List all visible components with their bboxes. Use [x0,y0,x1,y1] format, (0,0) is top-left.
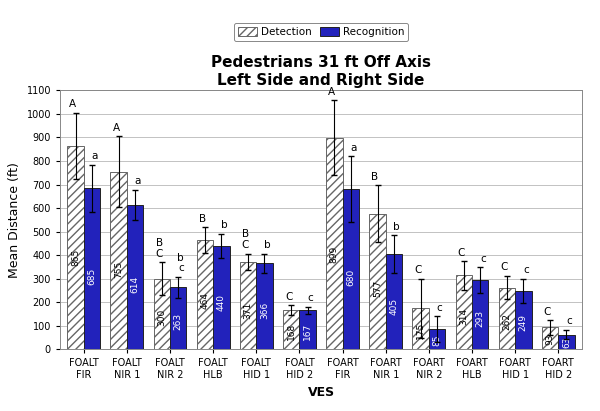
Text: 405: 405 [389,298,398,315]
Bar [412,308,429,349]
Bar [197,240,213,349]
Text: 263: 263 [174,313,183,330]
Bar [472,280,488,349]
Text: 464: 464 [200,292,209,309]
Text: c: c [437,303,443,313]
Text: A: A [113,123,119,133]
Text: B: B [199,214,206,224]
Text: B
C: B C [155,238,163,259]
Text: 249: 249 [519,314,528,332]
Bar [429,329,445,349]
Bar [370,214,386,349]
Text: a: a [350,143,356,153]
Text: c: c [480,254,485,264]
Bar [542,328,558,349]
Text: 899: 899 [330,245,339,263]
Bar [299,310,316,349]
Text: 865: 865 [71,249,80,266]
Bar [499,288,515,349]
Bar [386,254,402,349]
Text: 262: 262 [502,313,511,330]
Bar [127,205,143,349]
Text: b: b [221,220,227,231]
Text: C: C [544,307,551,317]
Text: c: c [307,293,313,303]
Text: A: A [70,99,77,109]
Text: 167: 167 [303,323,312,340]
Text: A: A [328,87,335,97]
Bar [84,188,100,349]
Bar [283,310,299,349]
Legend: Detection, Recognition: Detection, Recognition [233,23,409,42]
Text: C: C [500,262,508,272]
Text: 366: 366 [260,302,269,319]
Text: 440: 440 [217,294,226,311]
Text: 85: 85 [433,335,442,346]
Text: 293: 293 [476,310,485,327]
Bar [256,263,272,349]
Bar [558,335,575,349]
Title: Pedestrians 31 ft Off Axis
Left Side and Right Side: Pedestrians 31 ft Off Axis Left Side and… [211,55,431,88]
Text: C: C [415,265,422,275]
Bar [67,146,84,349]
Text: 175: 175 [416,322,425,339]
Text: b
c: b c [178,252,184,273]
Text: C: C [285,291,292,302]
Text: 63: 63 [562,337,571,349]
Text: 371: 371 [244,301,253,319]
Text: 93: 93 [545,334,554,345]
Text: B
C: B C [242,229,249,250]
Bar [240,262,256,349]
Text: a: a [91,151,98,161]
Text: 314: 314 [459,307,468,325]
Y-axis label: Mean Distance (ft): Mean Distance (ft) [8,162,21,278]
X-axis label: VES: VES [307,386,335,399]
Text: 614: 614 [131,276,140,293]
Bar [170,287,187,349]
Text: 168: 168 [287,323,296,340]
Bar [326,138,343,349]
Text: 755: 755 [114,261,123,278]
Text: C: C [458,248,465,258]
Text: 680: 680 [346,269,355,286]
Text: c: c [523,266,529,275]
Bar [343,189,359,349]
Bar [515,291,532,349]
Text: B: B [371,172,379,182]
Text: 577: 577 [373,279,382,297]
Bar [110,172,127,349]
Text: c: c [566,316,572,326]
Text: 300: 300 [157,309,166,326]
Text: b: b [393,222,400,232]
Text: b: b [264,240,271,250]
Bar [213,246,230,349]
Text: 685: 685 [88,268,97,285]
Bar [455,275,472,349]
Bar [154,279,170,349]
Text: a: a [134,176,141,186]
